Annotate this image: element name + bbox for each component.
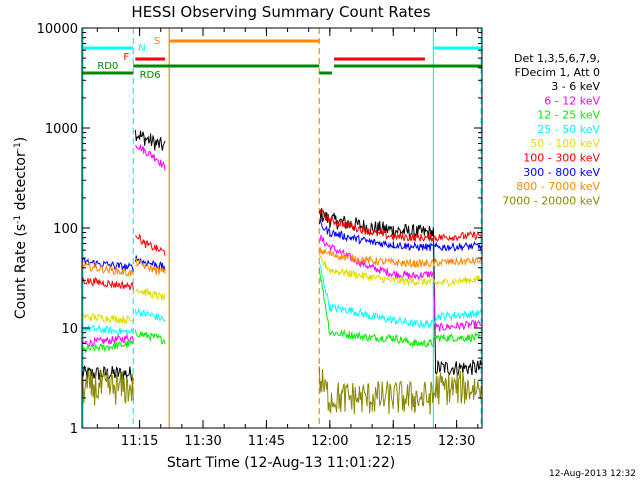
x-tick-label: 12:30 (438, 434, 475, 449)
series-line-6-post2 (318, 219, 482, 252)
legend-entry: 300 - 800 keV (523, 166, 600, 179)
legend-entry: 6 - 12 keV (544, 94, 600, 107)
series-line-7-post (134, 257, 166, 276)
chart-title: HESSI Observing Summary Count Rates (131, 3, 430, 21)
axes: 1 10 100 1000 10000 11:15 11:30 11:45 12:00 12:15… (37, 22, 482, 449)
series-line-2-pre (82, 339, 134, 354)
y-tick-label: 1 (70, 422, 78, 437)
x-tick-label: 11:30 (184, 434, 221, 449)
flag-label-s: S (154, 36, 160, 47)
series-line-8-pre (82, 370, 134, 406)
legend-entry: 100 - 300 keV (523, 152, 600, 165)
y-axis-label-sup2: -1 (13, 142, 23, 151)
legend-entry: 25 - 50 keV (537, 123, 600, 136)
series-line-4-post (135, 287, 166, 301)
series-line-1-post2 (319, 233, 482, 332)
series-line-4-post2 (318, 254, 482, 287)
series-line-2-post (134, 329, 166, 345)
y-axis-label-mid: detector (13, 151, 29, 215)
series-line-2-post2 (318, 267, 482, 349)
legend-header-line2: FDecim 1, Att 0 (515, 66, 600, 79)
flag-label-f: F (123, 52, 129, 63)
series-line-8-post2 (318, 366, 482, 415)
series-line-7-pre (82, 261, 134, 278)
x-tick-label: 12:00 (311, 434, 348, 449)
y-tick-label: 10 (61, 322, 78, 337)
y-axis-label: Count Rate (s-1 detector-1) (13, 137, 29, 319)
legend-entry: 7000 - 20000 keV (502, 194, 600, 207)
series-line-6-pre (82, 257, 134, 272)
flag-label-n: N (138, 43, 145, 54)
series-line-1-post (135, 144, 166, 171)
y-axis-label-sup1: -1 (13, 215, 23, 224)
legend-entry: 50 - 100 keV (530, 137, 600, 150)
flag-label-rd6: RD6 (140, 70, 161, 81)
y-axis-label-end: ) (13, 137, 29, 142)
legend: Det 1,3,5,6,7,9, FDecim 1, Att 0 3 - 6 k… (502, 52, 600, 207)
series-line-0-post (134, 129, 166, 151)
series-line-5-post (134, 234, 166, 256)
series-line-5-pre (82, 276, 134, 291)
plot-area: NF S RD0 RD6 (82, 28, 482, 428)
y-axis-label-main: Count Rate (s (13, 224, 29, 319)
x-tick-label: 11:45 (248, 434, 285, 449)
flag-label-rd0: RD0 (97, 61, 118, 72)
legend-header-line1: Det 1,3,5,6,7,9, (514, 52, 600, 65)
y-tick-label: 100 (53, 222, 78, 237)
x-tick-label: 12:15 (374, 434, 411, 449)
legend-entry: 3 - 6 keV (551, 80, 600, 93)
series-line-1-pre (82, 334, 134, 348)
series-line-4-pre (82, 313, 134, 325)
legend-entry: 12 - 25 keV (537, 109, 600, 122)
series-line-7-post2 (318, 246, 482, 268)
series-line-6-post (134, 255, 166, 271)
x-axis-label: Start Time (12-Aug-13 11:01:22) (167, 455, 395, 471)
series-line-3-post2 (318, 260, 482, 330)
plot-content (82, 28, 482, 428)
series-line-3-pre (82, 324, 134, 336)
legend-entry: 800 - 7000 keV (516, 180, 600, 193)
x-tick-label: 11:15 (121, 434, 158, 449)
y-tick-label: 10000 (37, 22, 78, 37)
y-tick-label: 1000 (45, 122, 78, 137)
footer-date: 12-Aug-2013 12:32 (549, 469, 636, 479)
series-line-3-post (134, 307, 166, 323)
series-line-5-post2 (318, 208, 482, 242)
